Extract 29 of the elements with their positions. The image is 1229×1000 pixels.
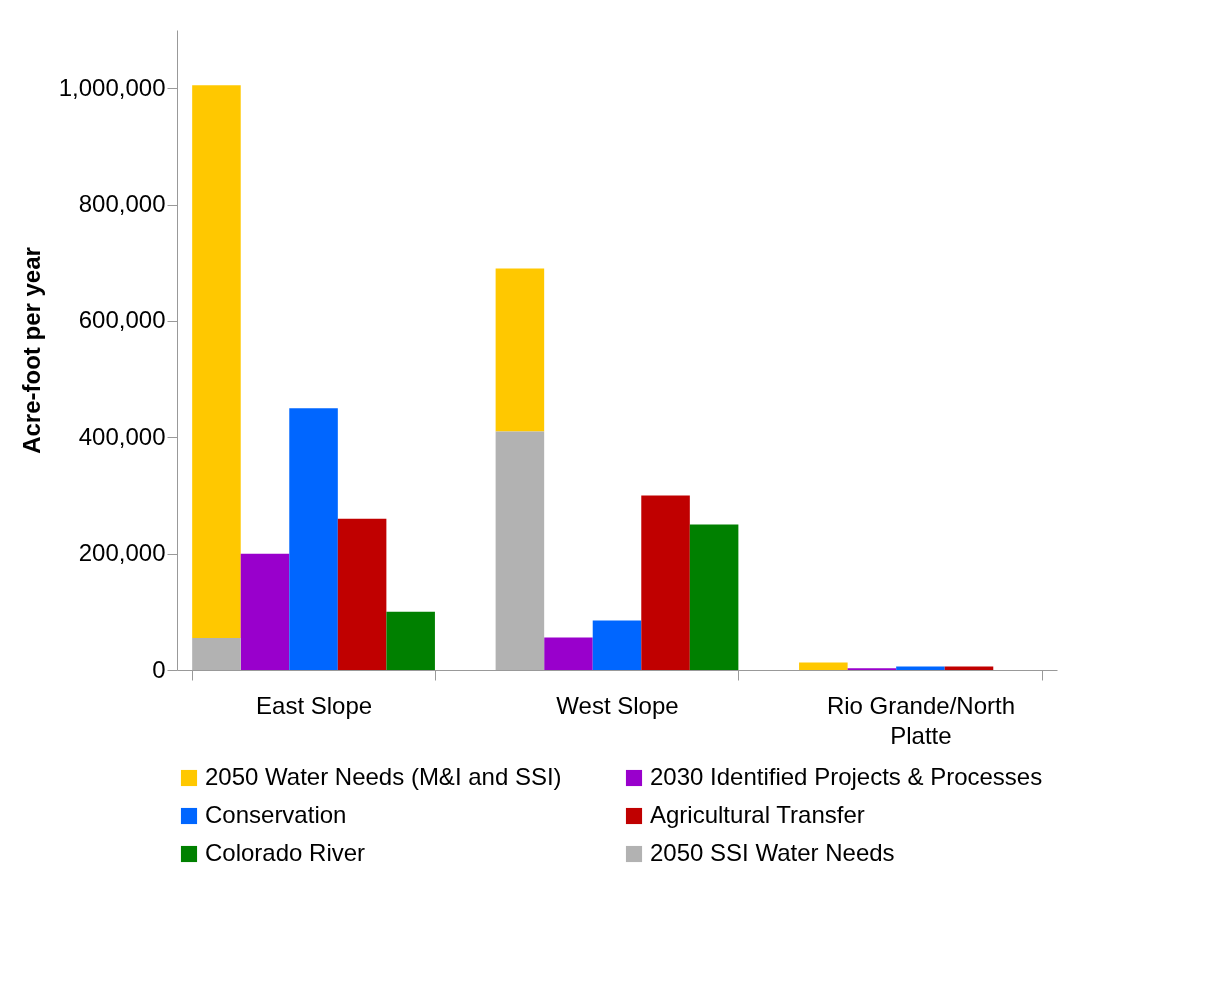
bar (192, 85, 241, 638)
legend-label: 2030 Identified Projects & Processes (650, 763, 1043, 790)
y-tick-label: 400,000 (78, 422, 166, 450)
y-tick-label: 600,000 (78, 306, 166, 334)
x-tick-label: West Slope (556, 691, 679, 719)
bar (544, 637, 593, 670)
legend-label: Agricultural Transfer (650, 801, 865, 828)
bar (337, 518, 387, 670)
bar (192, 638, 241, 670)
bar (495, 268, 545, 432)
bar (689, 524, 739, 670)
legend-label: Colorado River (205, 839, 366, 866)
legend-label: 2050 Water Needs (M&I and SSI) (205, 763, 562, 790)
bar (592, 620, 642, 670)
x-tick-label: Rio Grande/North Platte (826, 691, 1015, 749)
bar (799, 662, 848, 670)
bar (240, 553, 290, 670)
legend-label: 2050 SSI Water Needs (650, 839, 895, 866)
bar (386, 611, 435, 670)
bar (289, 408, 338, 670)
y-tick-label: 800,000 (78, 190, 166, 218)
y-axis-title: Acre-foot per year (17, 247, 45, 454)
y-tick-label: 200,000 (78, 539, 166, 567)
y-tick-label: 0 (152, 655, 166, 683)
bar (641, 495, 690, 670)
legend-label: Conservation (205, 801, 347, 828)
bar (495, 431, 545, 670)
y-tick-label: 1,000,000 (58, 73, 166, 101)
x-tick-label: East Slope (256, 691, 373, 719)
